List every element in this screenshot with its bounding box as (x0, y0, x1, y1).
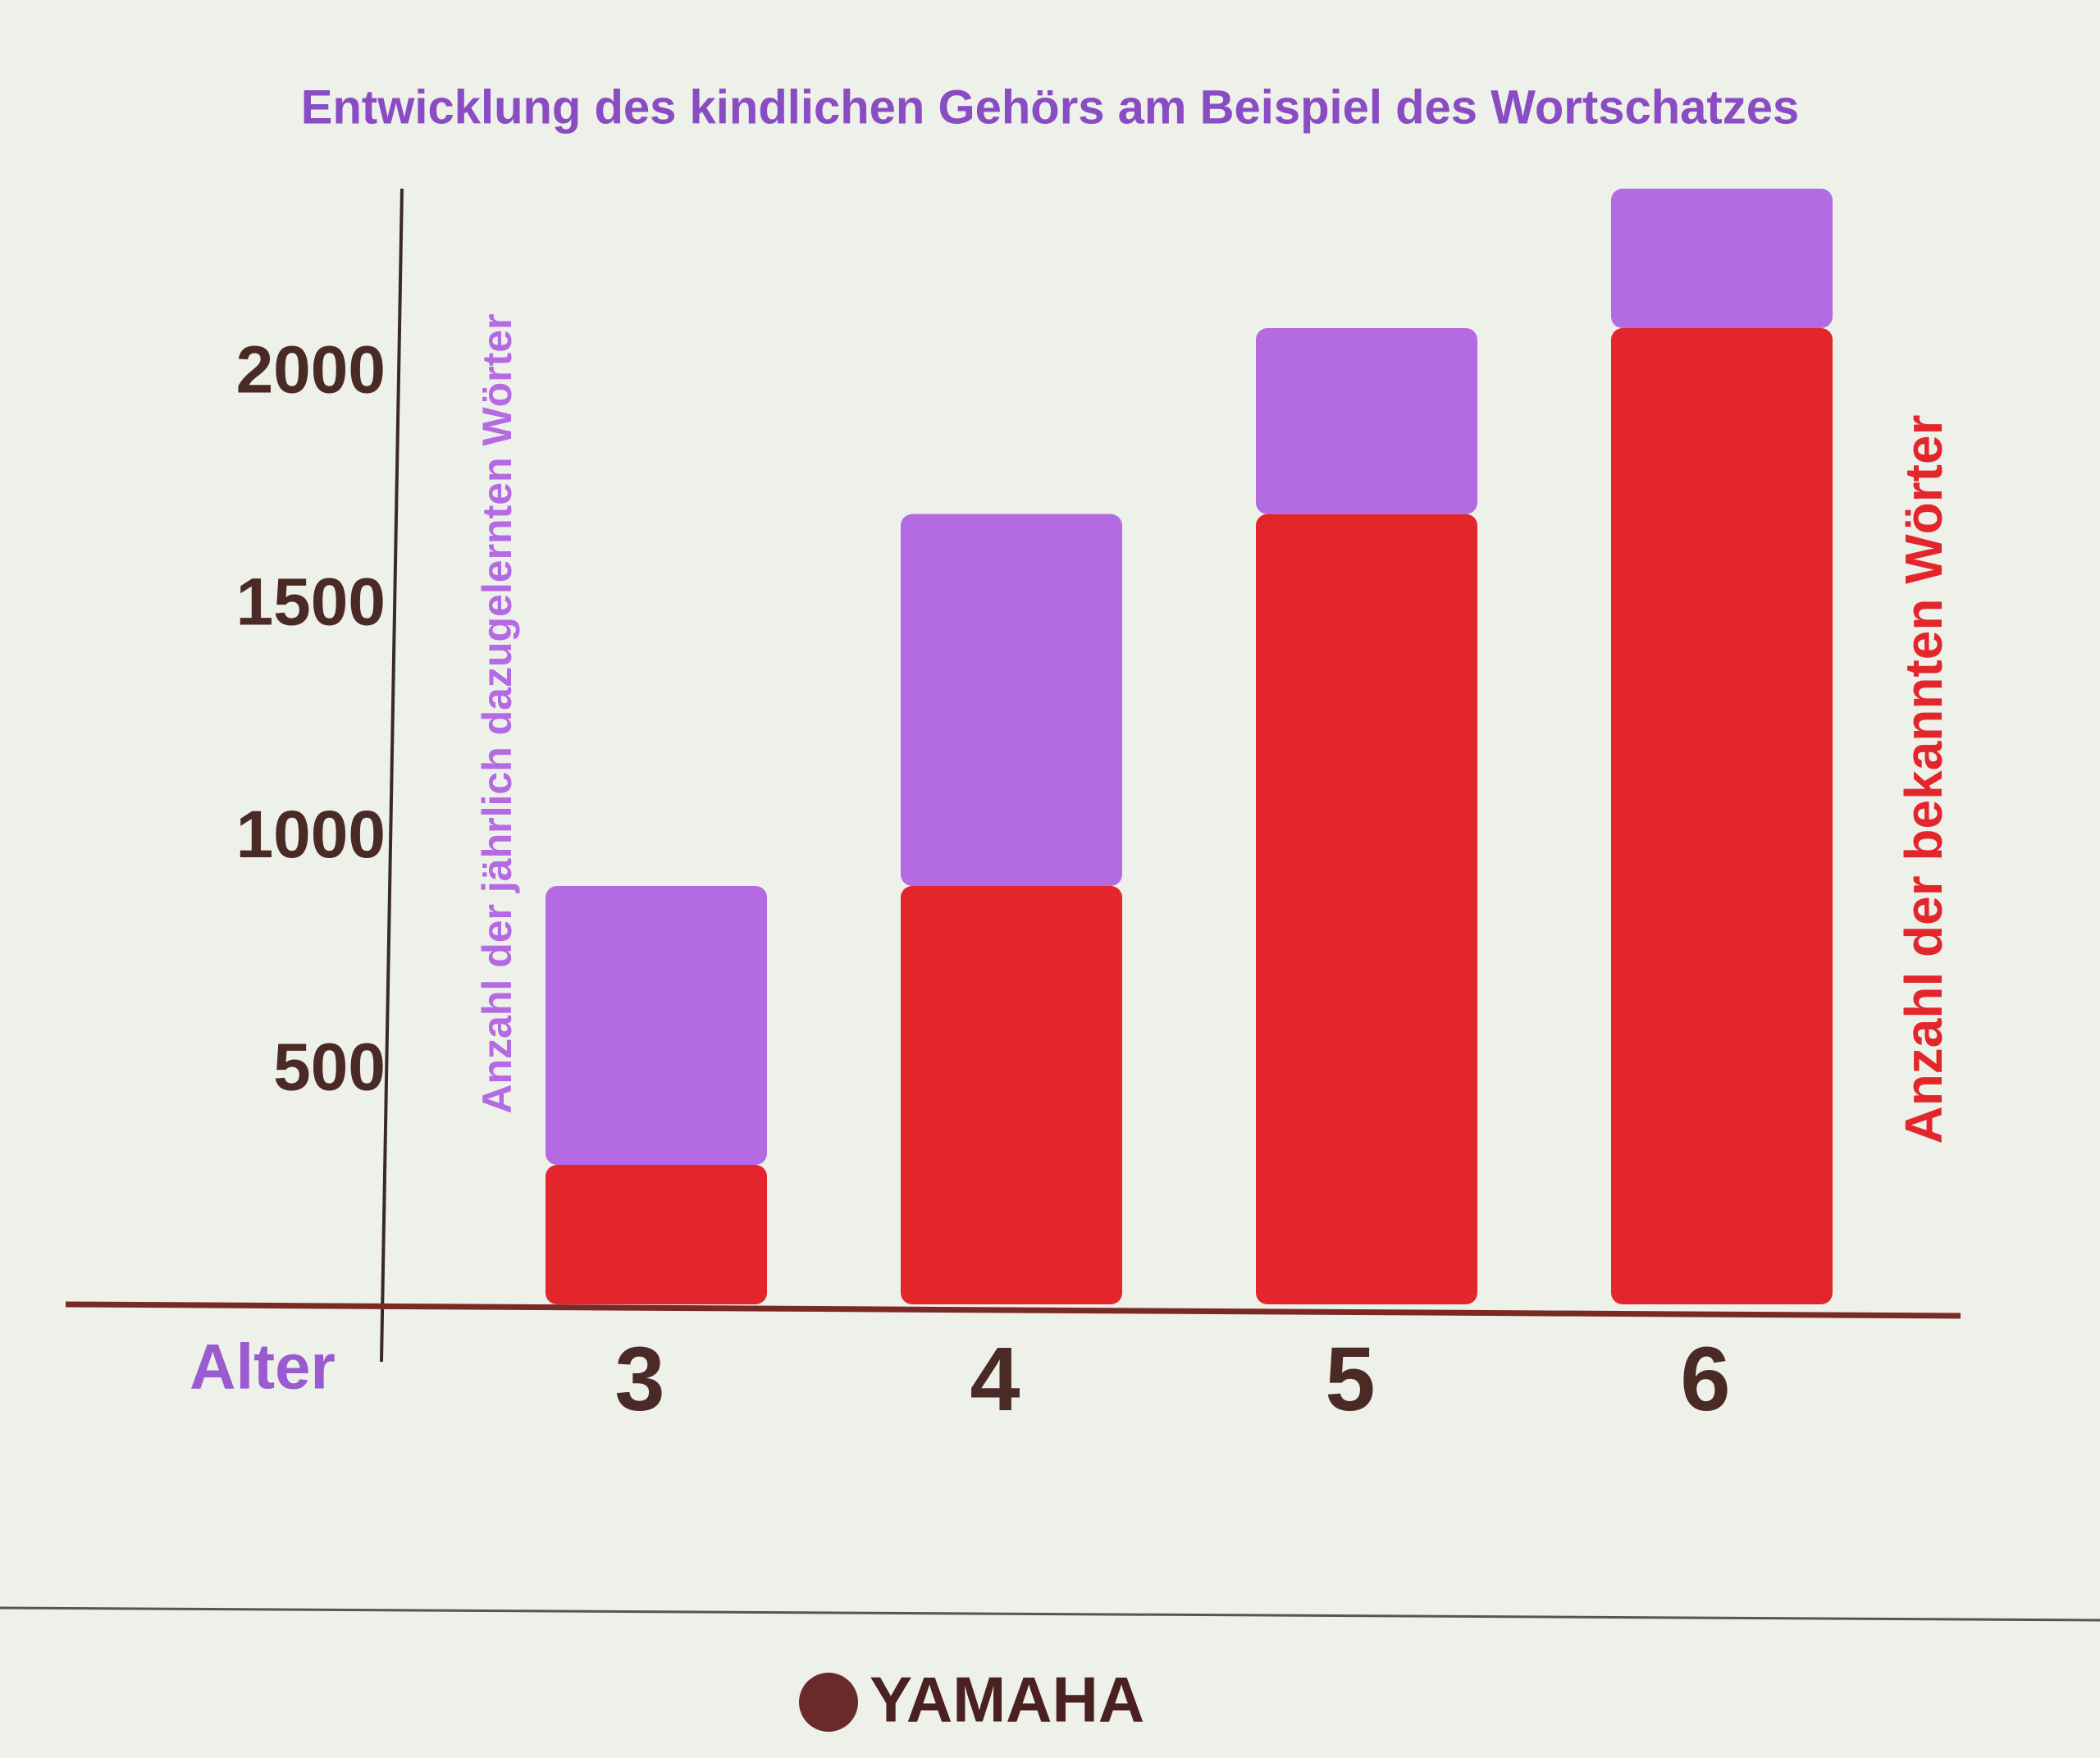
series-label: Anzahl der bekannten Wörter (1894, 415, 1953, 1144)
bar-segment (1256, 328, 1477, 514)
series-label: Anzahl der jährlich dazugelernten Wörter (474, 313, 520, 1113)
y-tick-label: 2000 (236, 332, 386, 407)
y-tick-label: 500 (273, 1030, 386, 1104)
x-tick-label: 6 (1680, 1329, 1730, 1430)
x-tick-label: 4 (970, 1329, 1020, 1430)
footer-rule (0, 1606, 2100, 1622)
x-axis-label: Alter (189, 1331, 336, 1403)
y-axis (380, 188, 404, 1363)
bar-segment (901, 886, 1122, 1304)
bar-segment (1256, 514, 1477, 1304)
bar-segment (546, 886, 767, 1165)
bar-segment (901, 514, 1122, 886)
x-tick-label: 3 (614, 1329, 664, 1430)
y-tick-label: 1000 (236, 797, 386, 872)
logo-emblem (799, 1673, 858, 1732)
bar-segment (546, 1165, 767, 1304)
y-tick-label: 1500 (236, 565, 386, 640)
x-axis (65, 1301, 1961, 1319)
x-tick-label: 5 (1325, 1329, 1375, 1430)
chart-title: Entwicklung des kindlichen Gehörs am Bei… (301, 80, 1799, 134)
footer-logo: YAMAHA (870, 1664, 1144, 1736)
bar-segment (1611, 189, 1833, 328)
bar-segment (1611, 328, 1833, 1304)
